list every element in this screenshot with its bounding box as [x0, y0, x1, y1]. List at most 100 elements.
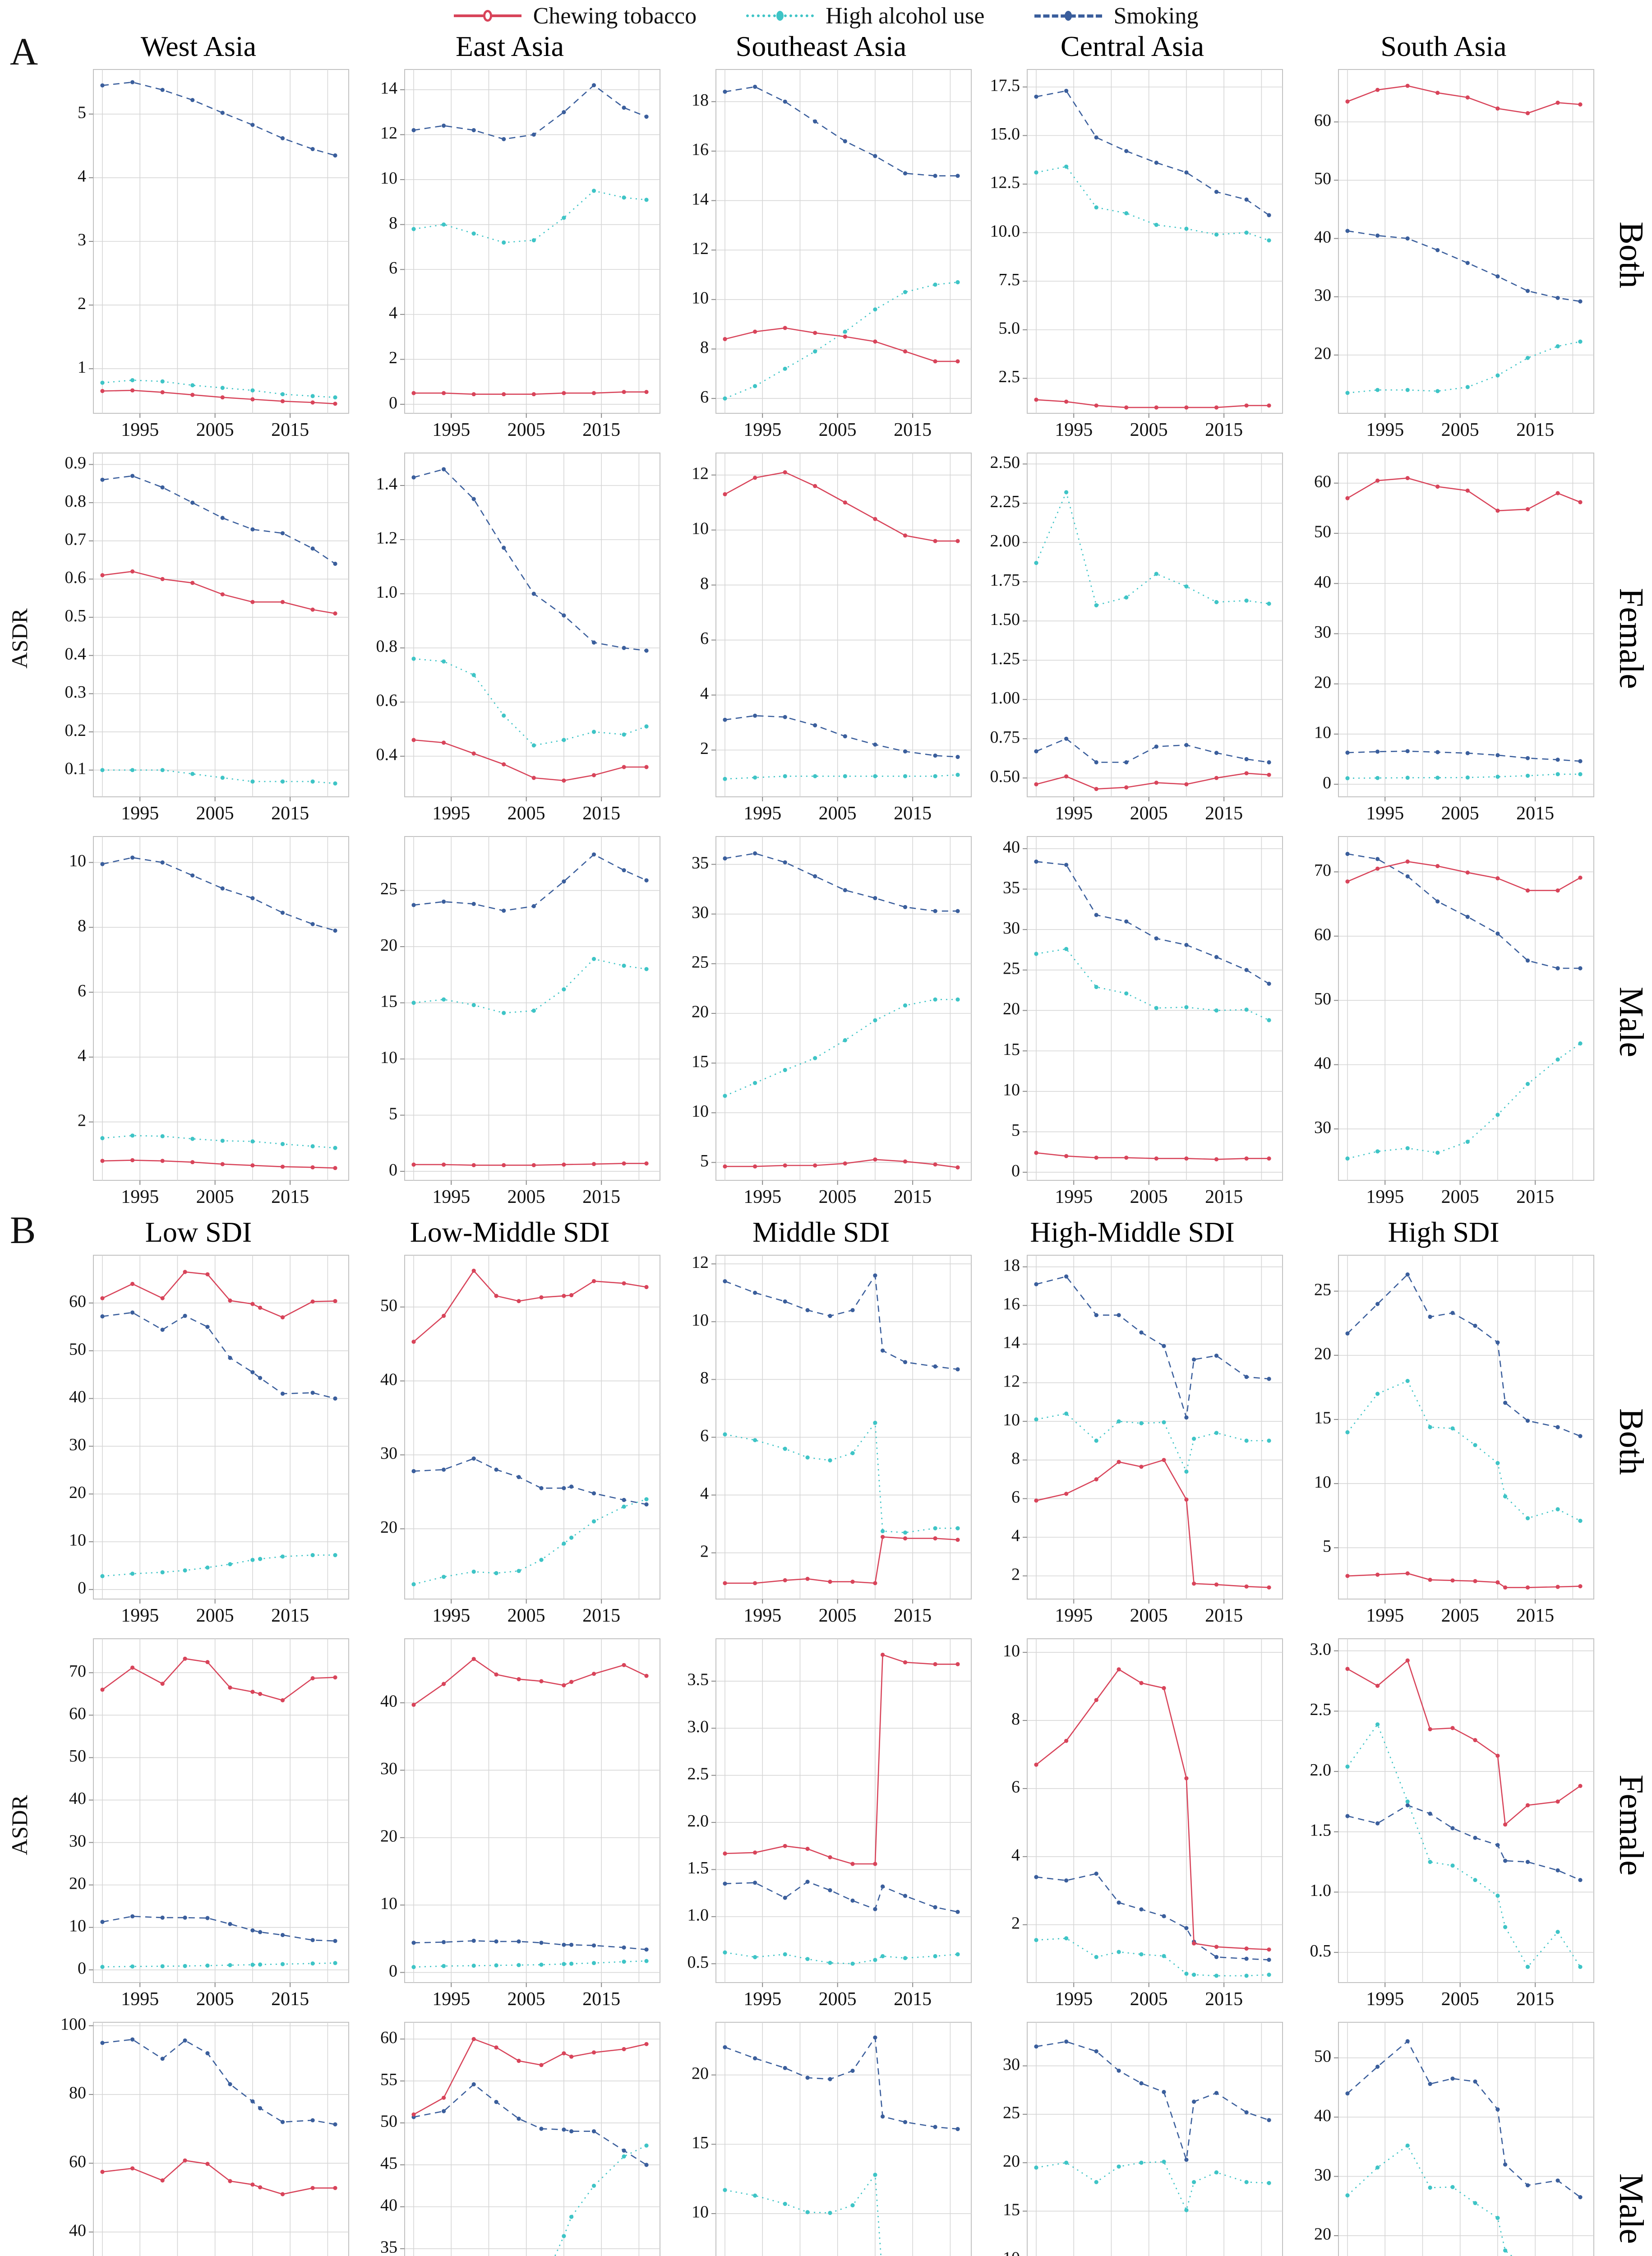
series-smoking-point [190, 873, 195, 878]
series-alcohol-point [471, 231, 476, 236]
series-chewing-point [494, 1294, 498, 1298]
series-smoking-point [471, 2082, 476, 2087]
svg-text:30: 30 [1314, 1118, 1331, 1137]
svg-text:8: 8 [78, 916, 86, 935]
series-chewing-point [1525, 1585, 1530, 1590]
series-smoking-point [494, 2100, 498, 2104]
svg-text:2: 2 [389, 348, 397, 367]
svg-text:15: 15 [692, 1052, 709, 1071]
series-alcohol-point [1465, 1139, 1470, 1144]
svg-text:10: 10 [69, 1916, 86, 1935]
svg-text:1.4: 1.4 [376, 475, 398, 494]
col-title-high-middle-sdi: High-Middle SDI [1030, 1216, 1235, 1248]
series-alcohol-point [502, 713, 506, 718]
svg-text:1995: 1995 [743, 803, 781, 824]
series-smoking-point [569, 2129, 574, 2134]
series-alcohol-point [1214, 232, 1219, 237]
series-smoking-point [471, 128, 476, 133]
series-chewing-point [881, 1652, 885, 1657]
series-smoking-line [1036, 738, 1269, 763]
series-smoking-point [1192, 2099, 1196, 2104]
row-label-a-male: Male [1612, 986, 1650, 1058]
series-smoking-point [220, 886, 225, 891]
facet-plot: 5 10 15 20 25 30 35 1995 2005 2015 [692, 836, 972, 1207]
series-chewing-point [280, 399, 285, 403]
series-chewing-point [1214, 1157, 1219, 1161]
svg-text:5: 5 [1323, 1537, 1331, 1556]
series-chewing-point [1375, 1683, 1380, 1688]
series-smoking-point [1435, 899, 1440, 904]
series-smoking-point [644, 878, 649, 883]
col-title-middle-sdi: Middle SDI [752, 1216, 890, 1248]
series-smoking-point [190, 98, 195, 102]
series-alcohol-point [591, 1961, 596, 1965]
series-smoking-point [1495, 2107, 1500, 2112]
col-title-south-asia: South Asia [1380, 30, 1507, 62]
series-alcohol-point [1345, 2193, 1350, 2198]
series-alcohol-line [102, 1962, 336, 1968]
series-alcohol-point [783, 1068, 787, 1073]
svg-text:50: 50 [69, 1340, 86, 1359]
series-chewing-point [1094, 787, 1098, 791]
series-chewing-point [1473, 1738, 1477, 1743]
svg-text:2015: 2015 [894, 1605, 932, 1626]
svg-text:18: 18 [1003, 1256, 1020, 1275]
facet-A-Male-South-Asia: 30 40 50 60 70 1995 2005 2015 [1288, 830, 1599, 1216]
svg-text:0: 0 [1323, 773, 1331, 792]
series-chewing-point [250, 1302, 255, 1306]
series-smoking-point [622, 1498, 626, 1502]
series-smoking-point [1267, 981, 1271, 986]
svg-text:6: 6 [1011, 1778, 1020, 1797]
series-chewing-point [1503, 1822, 1508, 1827]
series-smoking-point [1214, 2091, 1219, 2095]
series-chewing-point [569, 2054, 574, 2059]
series-smoking-point [562, 613, 566, 618]
series-alcohol-point [1375, 1722, 1380, 1727]
series-chewing-point [1525, 888, 1530, 893]
svg-text:8: 8 [1011, 1449, 1020, 1468]
series-smoking-point [310, 1938, 315, 1942]
series-smoking-point [531, 592, 536, 596]
series-chewing-point [1405, 859, 1410, 864]
series-alcohol-point [130, 378, 135, 383]
series-smoking-point [1503, 2162, 1508, 2167]
series-smoking-point [843, 734, 847, 739]
series-alcohol-point [333, 1961, 337, 1965]
series-chewing-point [228, 2179, 232, 2183]
series-alcohol-point [591, 957, 596, 961]
series-alcohol-point [1064, 2160, 1069, 2165]
facet-A-Both-East-Asia: 0 2 4 6 8 10 12 14 1995 2005 2015 [354, 63, 665, 449]
series-smoking-point [1375, 749, 1380, 754]
series-chewing-point [280, 1698, 285, 1702]
series-chewing-point [160, 577, 165, 581]
series-smoking-point [160, 1915, 165, 1920]
series-alcohol-point [100, 1965, 105, 1969]
series-alcohol-point [1435, 776, 1440, 780]
series-chewing-point [1375, 478, 1380, 483]
series-alcohol-point [622, 732, 626, 737]
series-chewing-point [622, 390, 626, 394]
series-alcohol-point [1184, 1005, 1189, 1009]
series-alcohol-point [280, 1962, 285, 1966]
series-chewing-line [1347, 861, 1581, 891]
series-alcohol-point [1375, 776, 1380, 780]
series-chewing-point [591, 391, 596, 395]
series-chewing-point [190, 393, 195, 397]
series-alcohol-point [1503, 1494, 1508, 1499]
series-chewing-point [1473, 1579, 1477, 1583]
series-alcohol-point [1428, 1425, 1432, 1429]
series-alcohol-line [1036, 948, 1269, 1021]
svg-text:2015: 2015 [1516, 803, 1554, 824]
series-smoking-point [1525, 1860, 1530, 1864]
series-alcohol-line [413, 1960, 647, 1968]
svg-text:50: 50 [380, 1296, 397, 1315]
svg-text:4: 4 [1011, 1526, 1020, 1545]
series-smoking-point [539, 1486, 544, 1490]
series-smoking-point [828, 2077, 832, 2081]
series-chewing-point [1064, 399, 1069, 404]
svg-text:14: 14 [380, 79, 397, 98]
facet-plot: 05101520199520052015 [692, 2022, 972, 2256]
series-chewing-point [622, 2047, 626, 2052]
series-alcohol-point [160, 768, 165, 772]
svg-text:2005: 2005 [508, 1989, 545, 2010]
